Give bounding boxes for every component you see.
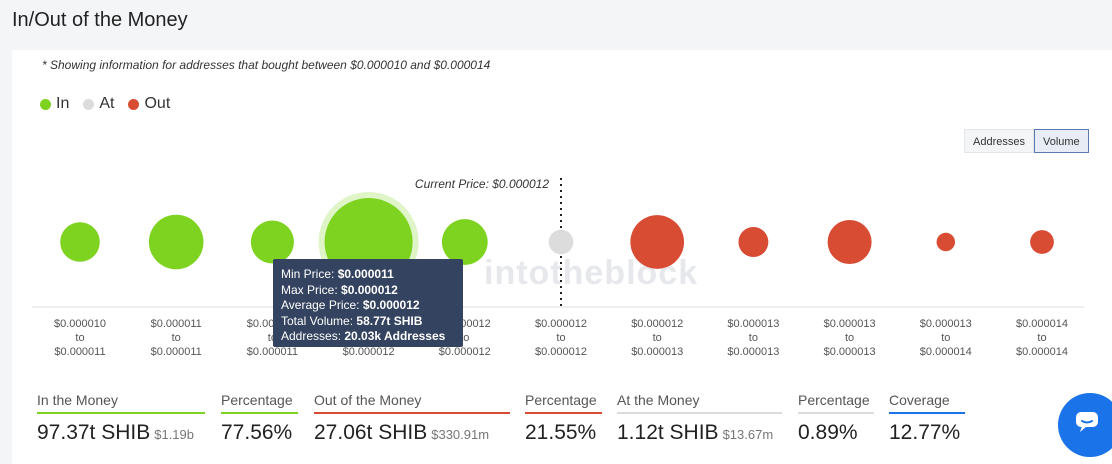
- volume-bubble[interactable]: [60, 222, 100, 262]
- tooltip-max-value: $0.000012: [341, 282, 398, 297]
- addresses-toggle-button[interactable]: Addresses: [964, 129, 1034, 153]
- x-tick-label: to: [268, 332, 277, 344]
- stat-value: 0.89%: [798, 421, 858, 444]
- x-tick-label: $0.000013: [727, 318, 779, 330]
- tooltip-volume-label: Total Volume:: [281, 313, 354, 328]
- stat-out-of-the-money: Out of the Money 27.06t SHIB $330.91m: [314, 392, 510, 445]
- x-tick-label: to: [653, 332, 662, 344]
- volume-toggle-button[interactable]: Volume: [1033, 129, 1089, 153]
- x-tick-label: to: [556, 332, 565, 344]
- volume-bubble[interactable]: [548, 229, 574, 255]
- stat-at-percentage: Percentage 0.89%: [798, 392, 874, 445]
- x-tick-label: $0.000013: [920, 318, 972, 330]
- volume-bubble[interactable]: [936, 232, 956, 252]
- stat-value: 12.77%: [889, 421, 961, 444]
- legend-dot-out: [128, 98, 140, 110]
- legend-label-out: Out: [144, 95, 171, 112]
- x-tick-label: $0.000014: [920, 346, 972, 358]
- stat-value: 27.06t SHIB: [314, 421, 428, 444]
- x-tick-label: to: [75, 332, 84, 344]
- bubble-chart: Current Price: $0.000012 $0.000010 to $0.00…: [32, 177, 1084, 358]
- stat-value: 21.55%: [525, 421, 597, 444]
- stat-label: In the Money: [37, 392, 205, 414]
- stat-label: Out of the Money: [314, 392, 510, 414]
- x-tick-label: $0.000010: [54, 318, 106, 330]
- stat-in-percentage: Percentage 77.56%: [221, 392, 298, 445]
- x-tick-label: to: [172, 332, 181, 344]
- legend-dot-at: [83, 98, 95, 110]
- x-tick-label: $0.000014: [1016, 318, 1068, 330]
- iomap-card: * Showing information for addresses that…: [12, 50, 1112, 464]
- legend-item-out[interactable]: Out: [128, 95, 170, 113]
- volume-bubble[interactable]: [738, 227, 769, 257]
- stat-value: 97.37t SHIB: [37, 421, 151, 444]
- x-tick-label: $0.000011: [247, 346, 298, 358]
- stat-sub-value: $330.91m: [431, 427, 490, 442]
- chat-icon: [1076, 412, 1098, 432]
- x-tick-label: $0.000011: [151, 346, 202, 358]
- tooltip-avg-label: Average Price:: [281, 298, 360, 312]
- legend-item-in[interactable]: In: [40, 95, 69, 113]
- x-tick-label: $0.000011: [54, 346, 105, 358]
- tooltip-addresses-label: Addresses:: [281, 329, 342, 343]
- stat-sub-value: $1.19b: [154, 427, 194, 442]
- x-tick-label: to: [1037, 332, 1046, 344]
- x-tick-label: $0.000012: [343, 346, 395, 358]
- bucket-tooltip: Min Price: $0.000011 Max Price: $0.00001…: [273, 259, 463, 347]
- stat-in-the-money: In the Money 97.37t SHIB $1.19b: [37, 392, 205, 445]
- tooltip-min-label: Min Price:: [281, 267, 335, 281]
- legend: In At Out: [40, 95, 170, 113]
- x-tick-label: $0.000012: [631, 318, 683, 330]
- x-tick-label: $0.000012: [535, 346, 587, 358]
- volume-bubble[interactable]: [827, 220, 872, 264]
- tooltip-volume-value: 58.77t SHIB: [356, 313, 423, 328]
- tooltip-max-label: Max Price:: [281, 282, 338, 297]
- stat-label: Percentage: [798, 392, 874, 414]
- legend-label-in: In: [56, 95, 70, 112]
- x-tick-label: $0.000013: [727, 346, 779, 358]
- volume-bubble[interactable]: [630, 215, 685, 269]
- legend-item-at[interactable]: At: [83, 95, 114, 113]
- legend-dot-in: [40, 98, 51, 110]
- stat-out-percentage: Percentage 21.55%: [525, 392, 602, 445]
- stat-value: 77.56%: [221, 421, 293, 444]
- x-tick-label: $0.000014: [1016, 346, 1068, 358]
- filter-note: * Showing information for addresses that…: [42, 58, 491, 72]
- view-toggle: Addresses Volume: [964, 129, 1089, 153]
- stat-label: Coverage: [889, 392, 965, 414]
- page-title: In/Out of the Money: [12, 9, 188, 31]
- stat-at-the-money: At the Money 1.12t SHIB $13.67m: [617, 392, 782, 445]
- current-price-label: Current Price: $0.000012: [415, 177, 549, 191]
- stat-sub-value: $13.67m: [722, 427, 774, 442]
- volume-bubble[interactable]: [148, 214, 204, 270]
- summary-stats: In the Money 97.37t SHIB $1.19b Percentag…: [12, 392, 1112, 464]
- stat-label: Percentage: [221, 392, 298, 414]
- tooltip-addresses-value: 20.03k Addresses: [344, 329, 446, 343]
- x-tick-label: $0.000012: [439, 346, 491, 358]
- tooltip-avg-value: $0.000012: [362, 298, 420, 312]
- x-tick-label: $0.000013: [824, 318, 876, 330]
- stat-coverage: Coverage 12.77%: [889, 392, 965, 445]
- tooltip-min-value: $0.000011: [337, 267, 394, 281]
- x-tick-label: $0.000012: [535, 318, 587, 330]
- stat-label: At the Money: [617, 392, 782, 414]
- stat-value: 1.12t SHIB: [617, 421, 719, 444]
- x-tick-label: $0.000013: [824, 346, 876, 358]
- volume-bubble[interactable]: [250, 220, 294, 264]
- legend-label-at: At: [99, 95, 115, 112]
- volume-bubble[interactable]: [1030, 230, 1054, 254]
- x-tick-label: to: [749, 332, 758, 344]
- x-tick-label: $0.000011: [151, 318, 202, 330]
- x-tick-label: to: [845, 332, 854, 344]
- chat-button[interactable]: [1058, 393, 1112, 457]
- volume-bubble[interactable]: [441, 219, 488, 265]
- stat-label: Percentage: [525, 392, 602, 414]
- x-tick-label: $0.000013: [631, 346, 683, 358]
- x-tick-label: to: [460, 332, 469, 344]
- x-tick-label: to: [941, 332, 950, 344]
